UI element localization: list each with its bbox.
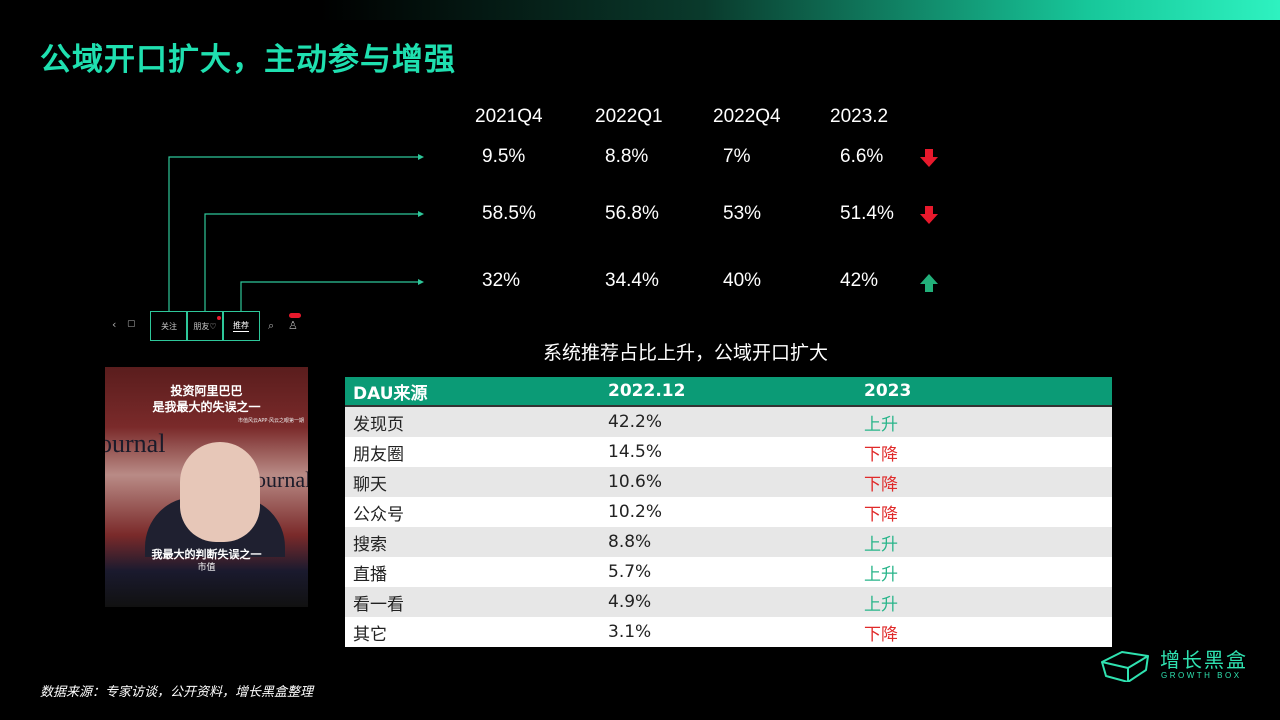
period-header: 2021Q4 [475,106,543,127]
share-value: 51.4% [840,203,894,224]
column-header: 2023 [856,377,1112,407]
share-value: 7% [723,146,751,167]
trend-cell: 上升 [856,527,1112,557]
table-row: 朋友圈 14.5% 下降 [345,437,1112,467]
share-value: 56.8% [605,203,659,224]
video-brand: 市值 [197,563,216,573]
video-thumbnail[interactable]: 投资阿里巴巴 是我最大的失误之一 市值风云APP·风云之眼第一期 ournal … [105,367,308,607]
background-word: ournal [105,429,166,458]
arrow-up-icon [920,274,938,292]
share-value: 9.5% [482,146,526,167]
table-row: 搜索 8.8% 上升 [345,527,1112,557]
share-cell: 3.1% [600,617,856,647]
period-header: 2023.2 [830,106,889,127]
share-cell: 42.2% [600,406,856,437]
period-header: 2022Q1 [595,106,663,127]
source-cell: 公众号 [345,497,600,527]
video-tag: 市值风云APP·风云之眼第一期 [237,418,304,424]
share-value: 34.4% [605,270,659,291]
back-icon: ‹ [112,318,117,331]
logo-text-en: GROWTH BOX [1161,671,1242,680]
column-header: DAU来源 [345,377,600,407]
share-cell: 4.9% [600,587,856,617]
notification-dot [217,316,221,320]
chart-caption: 系统推荐占比上升，公域开口扩大 [543,342,829,364]
share-cell: 5.7% [600,557,856,587]
video-subtitle: 我最大的判断失误之一 [151,548,262,561]
share-value: 6.6% [840,146,884,167]
share-cell: 10.6% [600,467,856,497]
share-value: 40% [723,270,762,291]
source-cell: 搜索 [345,527,600,557]
page-title: 公域开口扩大，主动参与增强 [40,42,456,78]
share-value: 53% [723,203,762,224]
period-header: 2022Q4 [713,106,781,127]
trend-cell: 上升 [856,557,1112,587]
share-value: 58.5% [482,203,536,224]
trend-cell: 上升 [856,406,1112,437]
person-face [180,442,260,542]
growth-box-logo: 增长黑盒 GROWTH BOX [1100,644,1250,684]
share-value: 8.8% [605,146,649,167]
table-row: 聊天 10.6% 下降 [345,467,1112,497]
trend-cell: 下降 [856,497,1112,527]
trend-cell: 下降 [856,467,1112,497]
trend-cell: 下降 [856,437,1112,467]
background-word: ournal [255,467,308,492]
source-cell: 看一看 [345,587,600,617]
video-title-line2: 是我最大的失误之一 [152,400,261,414]
badge [289,313,301,318]
table-row: 公众号 10.2% 下降 [345,497,1112,527]
profile-icon[interactable]: ♙ [288,319,298,332]
search-icon[interactable]: ⌕ [268,319,275,332]
share-value: 42% [840,270,879,291]
dau-source-table: DAU来源 2022.12 2023 发现页 42.2% 上升 朋友圈 14.5… [345,377,1112,647]
video-title-line1: 投资阿里巴巴 [170,384,243,398]
table-row: 直播 5.7% 上升 [345,557,1112,587]
source-cell: 直播 [345,557,600,587]
screen-icon: ▢ [127,319,136,329]
source-note: 数据来源：专家访谈，公开资料，增长黑盒整理 [40,685,314,700]
arrow-down-icon [920,206,938,224]
table-header-row: DAU来源 2022.12 2023 [345,377,1112,407]
trend-cell: 上升 [856,587,1112,617]
source-cell: 朋友圈 [345,437,600,467]
top-gradient-bar [0,0,1280,20]
share-cell: 10.2% [600,497,856,527]
tab-recommend-label: 推荐 [233,321,249,332]
source-cell: 发现页 [345,406,600,437]
tab-follow[interactable]: 关注 [150,311,188,341]
share-cell: 14.5% [600,437,856,467]
table-row: 看一看 4.9% 上升 [345,587,1112,617]
box-logo-icon [1101,651,1149,682]
source-cell: 其它 [345,617,600,647]
share-value: 32% [482,270,521,291]
table-row: 发现页 42.2% 上升 [345,406,1112,437]
trend-cell: 下降 [856,617,1112,647]
arrow-down-icon [920,149,938,167]
tab-friends[interactable]: 朋友♡ [186,311,224,341]
logo-text-cn: 增长黑盒 [1160,648,1248,672]
share-cell: 8.8% [600,527,856,557]
column-header: 2022.12 [600,377,856,407]
phone-tab-bar: ‹ ▢ 关注 朋友♡ 推荐 ⌕ ♙ [110,311,310,343]
table-row: 其它 3.1% 下降 [345,617,1112,647]
tab-recommend[interactable]: 推荐 [222,311,260,341]
source-cell: 聊天 [345,467,600,497]
